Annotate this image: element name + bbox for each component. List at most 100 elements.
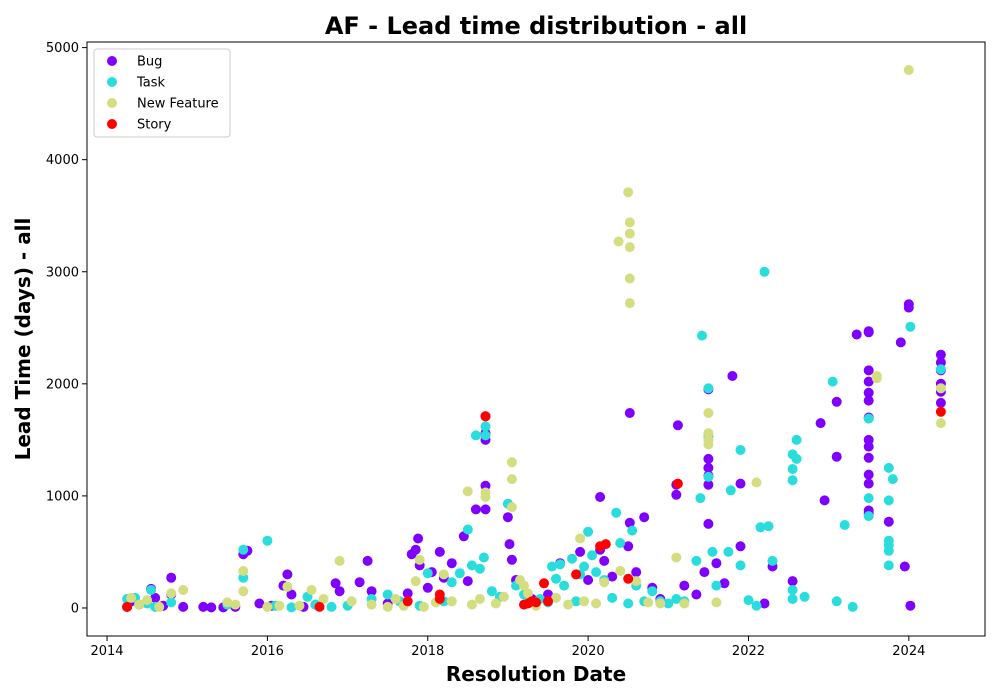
task-point bbox=[847, 601, 858, 612]
bug-point bbox=[851, 329, 862, 340]
task-point bbox=[466, 560, 477, 571]
new-feature-point bbox=[134, 599, 145, 610]
task-point bbox=[478, 552, 489, 563]
story-point bbox=[543, 596, 553, 607]
task-point bbox=[691, 555, 702, 566]
task-point bbox=[559, 580, 570, 591]
plot-frame bbox=[86, 41, 986, 637]
bug-point bbox=[719, 578, 730, 589]
bug-point bbox=[334, 586, 345, 597]
new-feature-point bbox=[294, 600, 305, 611]
new-feature-point bbox=[462, 486, 473, 497]
bug-point bbox=[470, 504, 481, 515]
bug-point bbox=[434, 546, 445, 557]
new-feature-point bbox=[230, 599, 241, 610]
bug-point bbox=[671, 489, 682, 500]
new-feature-point bbox=[506, 502, 517, 513]
story-point bbox=[531, 597, 541, 608]
legend-marker bbox=[107, 77, 117, 87]
task-point bbox=[735, 560, 746, 571]
new-feature-point bbox=[624, 298, 635, 309]
bug-point bbox=[362, 555, 373, 566]
new-feature-point bbox=[703, 439, 714, 450]
story-point bbox=[314, 601, 325, 612]
bug-point bbox=[863, 395, 874, 406]
task-point bbox=[166, 597, 177, 608]
bug-point bbox=[679, 580, 690, 591]
x-tick-label: 2024 bbox=[892, 644, 925, 659]
story-point bbox=[402, 596, 413, 607]
bug-point bbox=[711, 558, 722, 569]
new-feature-point bbox=[523, 588, 533, 599]
new-feature-point bbox=[671, 552, 682, 563]
x-tick-label: 2014 bbox=[90, 644, 123, 659]
x-tick-label: 2016 bbox=[251, 644, 284, 659]
new-feature-point bbox=[262, 601, 273, 612]
new-feature-point bbox=[154, 601, 165, 612]
new-feature-point bbox=[480, 492, 491, 502]
bug-point bbox=[504, 539, 515, 550]
x-tick-label: 2018 bbox=[411, 644, 444, 659]
bug-point bbox=[703, 518, 714, 529]
task-point bbox=[755, 522, 766, 533]
new-feature-point bbox=[382, 601, 393, 612]
new-feature-point bbox=[751, 477, 762, 488]
task-point bbox=[446, 577, 457, 588]
new-feature-point bbox=[519, 580, 529, 591]
new-feature-point bbox=[935, 383, 946, 394]
new-feature-point bbox=[282, 581, 293, 592]
story-point bbox=[600, 539, 611, 550]
task-point bbox=[883, 462, 894, 473]
task-point bbox=[723, 546, 734, 557]
task-point bbox=[611, 507, 622, 518]
bug-point bbox=[691, 589, 702, 600]
bug-point bbox=[354, 577, 365, 588]
task-point bbox=[480, 421, 491, 432]
new-feature-point bbox=[410, 576, 421, 587]
new-feature-point bbox=[615, 566, 626, 576]
new-feature-point bbox=[506, 474, 517, 485]
bug-point bbox=[735, 478, 746, 489]
bug-point bbox=[402, 588, 413, 599]
new-feature-point bbox=[623, 187, 634, 198]
new-feature-point bbox=[366, 599, 377, 610]
bug-point bbox=[410, 544, 421, 555]
bug-point bbox=[254, 598, 265, 609]
bug-point bbox=[446, 558, 457, 569]
y-tick-label: 4000 bbox=[46, 153, 79, 168]
bug-point bbox=[366, 586, 377, 597]
new-feature-point bbox=[466, 599, 477, 610]
legend-label: Task bbox=[136, 76, 166, 91]
bug-point bbox=[899, 561, 910, 572]
bug-point bbox=[672, 420, 683, 431]
legend-box bbox=[93, 48, 231, 138]
task-point bbox=[827, 376, 838, 387]
new-feature-point bbox=[563, 599, 574, 610]
bug-point bbox=[703, 462, 714, 473]
bug-point bbox=[703, 453, 714, 464]
new-feature-point bbox=[334, 555, 345, 566]
task-point bbox=[763, 521, 774, 532]
task-point bbox=[647, 586, 658, 597]
task-point bbox=[146, 585, 157, 595]
bug-point bbox=[282, 569, 293, 580]
bug-point bbox=[935, 397, 946, 408]
bug-point bbox=[462, 576, 473, 587]
task-point bbox=[887, 474, 898, 485]
task-point bbox=[470, 430, 481, 441]
story-point bbox=[623, 573, 634, 584]
bug-point bbox=[735, 541, 746, 552]
task-point bbox=[703, 383, 714, 394]
y-tick-label: 3000 bbox=[46, 265, 79, 280]
bug-point bbox=[863, 478, 874, 489]
bug-point bbox=[330, 578, 341, 589]
task-point bbox=[615, 538, 626, 548]
task-point bbox=[799, 591, 810, 602]
story-point bbox=[122, 601, 133, 612]
bug-point bbox=[575, 546, 586, 557]
task-point bbox=[735, 445, 746, 455]
task-point bbox=[480, 430, 491, 441]
bug-point bbox=[624, 517, 635, 528]
y-tick-label: 5000 bbox=[46, 41, 79, 56]
story-point bbox=[539, 578, 549, 589]
